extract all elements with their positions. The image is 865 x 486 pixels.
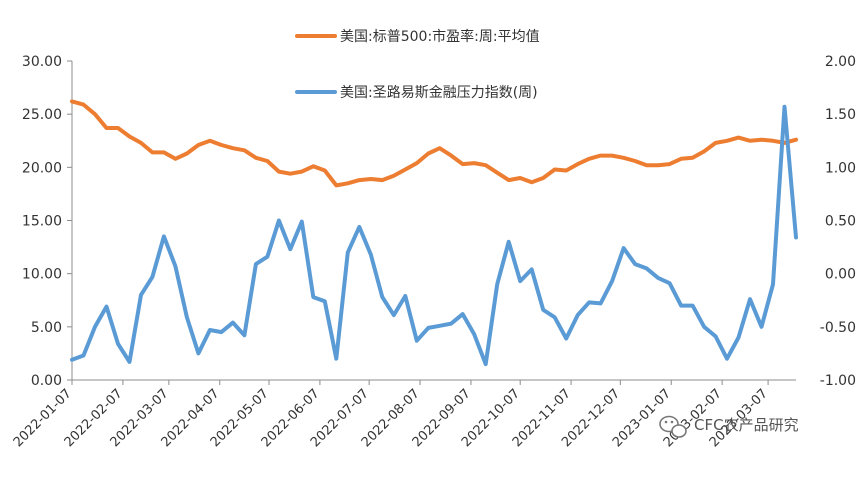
series-line-pe-ratio (70, 99, 798, 188)
y-right-tick-label: -0.50 (820, 320, 856, 336)
watermark: CFC农产品研究 (659, 415, 799, 438)
plot-area (70, 99, 798, 367)
y-axis-left: 0.00 5.00 10.00 15.00 20.00 25.00 30.00 (22, 54, 72, 389)
legend-label-stress-index: 美国:圣路易斯金融压力指数(周) (340, 85, 538, 101)
y-left-tick-label: 15.00 (22, 214, 62, 230)
y-right-tick-label: 2.00 (825, 54, 856, 70)
y-left-tick-label: 20.00 (22, 160, 62, 176)
y-left-tick-label: 0.00 (31, 373, 62, 389)
y-axis-right: -1.00 -0.50 0.00 0.50 1.00 1.50 2.00 (820, 54, 856, 389)
series-line-stress-index (70, 104, 798, 367)
legend: 美国:标普500:市盈率:周:平均值 美国:圣路易斯金融压力指数(周) (295, 28, 540, 101)
legend-label-pe-ratio: 美国:标普500:市盈率:周:平均值 (340, 28, 540, 45)
x-axis: 2022-01-072022-02-072022-03-072022-04-07… (11, 380, 771, 450)
y-right-tick-label: 1.50 (825, 107, 856, 123)
y-right-tick-label: 0.50 (825, 214, 856, 230)
y-right-tick-label: -1.00 (820, 373, 856, 389)
y-left-tick-label: 10.00 (22, 267, 62, 283)
watermark-text: CFC农产品研究 (694, 416, 799, 434)
y-left-tick-label: 30.00 (22, 54, 62, 70)
y-left-tick-label: 25.00 (22, 107, 62, 123)
wechat-icon (659, 415, 687, 438)
y-left-tick-label: 5.00 (31, 320, 62, 336)
axes (71, 61, 796, 381)
y-right-tick-label: 1.00 (825, 160, 856, 176)
y-right-tick-label: 0.00 (825, 267, 856, 283)
